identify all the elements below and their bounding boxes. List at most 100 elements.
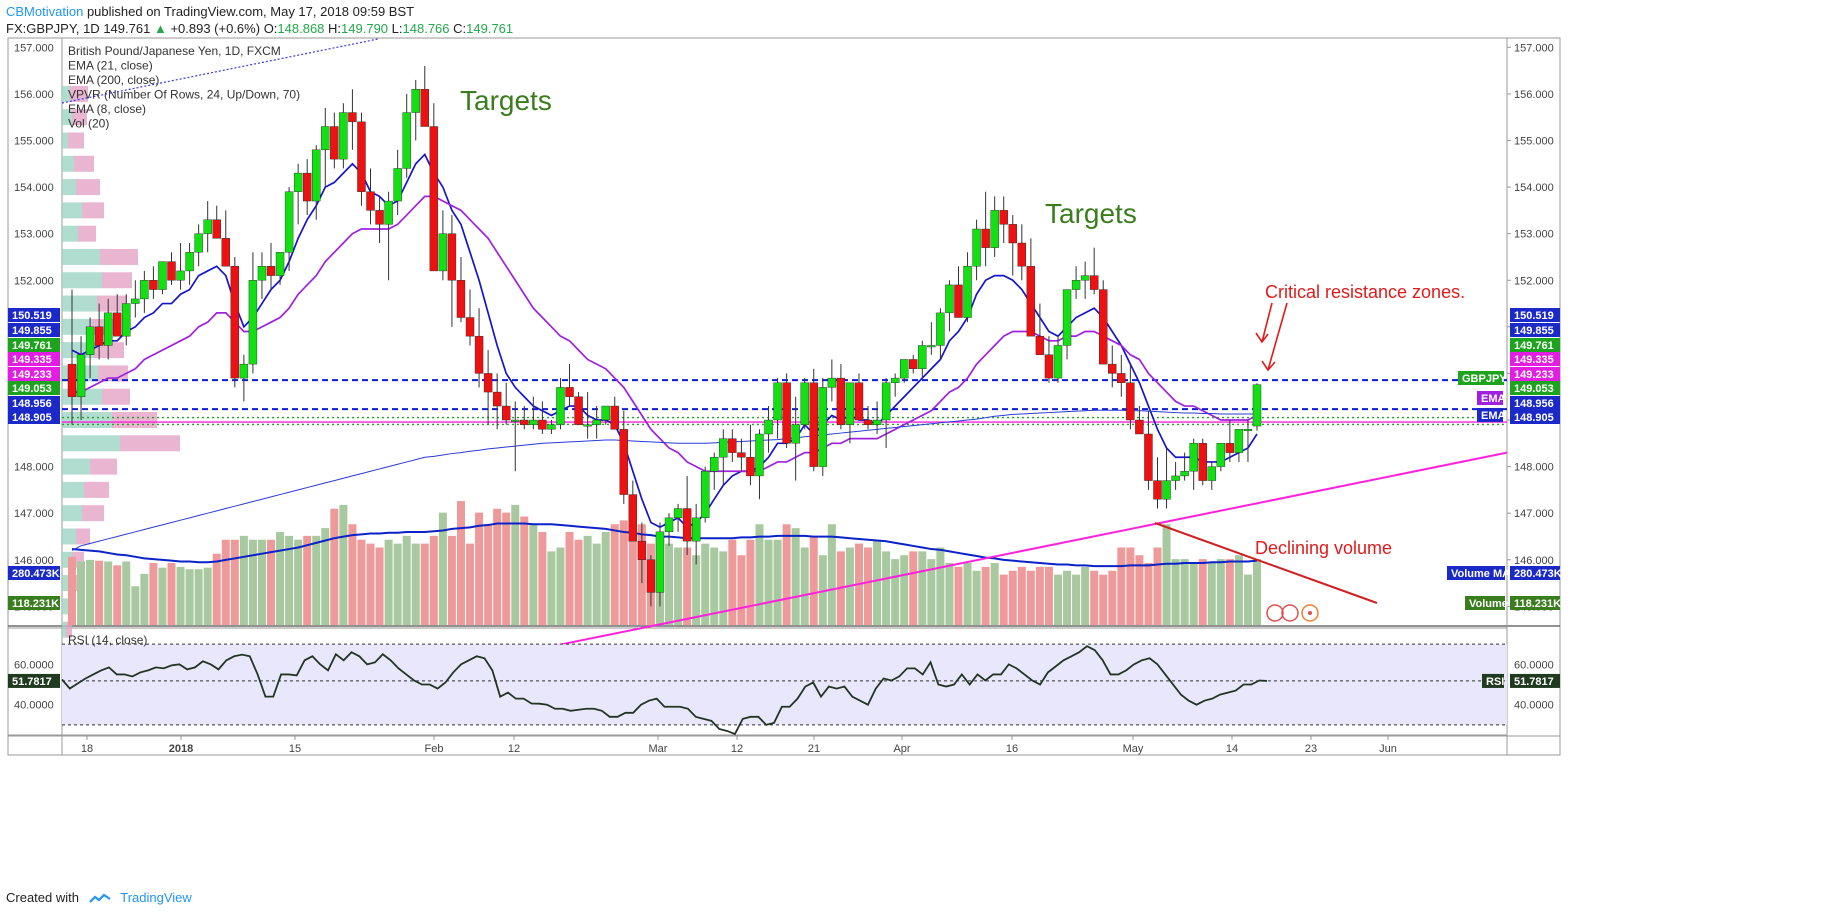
vpvr-up-bar xyxy=(62,202,82,219)
right-price-tick: 157.000 xyxy=(1514,42,1554,54)
candle-body xyxy=(492,391,502,407)
volume-bar xyxy=(628,508,637,625)
dotted-channel-line xyxy=(61,38,379,104)
candle-body xyxy=(872,419,882,425)
event-marker-icon xyxy=(1301,604,1319,622)
volume-bar xyxy=(1207,563,1216,625)
candle-body xyxy=(321,126,330,151)
left-volume-badge: 118.231K xyxy=(12,598,59,610)
ema-line xyxy=(72,195,1258,473)
candle-body xyxy=(1035,335,1045,355)
annotation-volume: Declining volume xyxy=(1255,538,1392,558)
candle-body xyxy=(429,126,439,272)
volume-bar xyxy=(701,543,710,625)
volume-bar xyxy=(592,543,601,625)
candle-body xyxy=(1044,354,1054,379)
left-volume-ma-badge-bg xyxy=(8,566,60,580)
candle-body xyxy=(447,233,457,281)
candle-body xyxy=(628,494,638,542)
rsi-left-tick: 60.0000 xyxy=(14,659,54,671)
right-price-tick: 155.000 xyxy=(1514,135,1554,147)
candle-body xyxy=(221,238,230,267)
volume-bar xyxy=(746,539,755,625)
candle-body xyxy=(456,280,466,318)
candle-body xyxy=(149,280,158,290)
volume-tag: Volume xyxy=(1469,598,1508,610)
event-marker-icon xyxy=(1266,604,1284,622)
candle-body xyxy=(719,438,728,458)
rsi-tag: RSI xyxy=(1486,676,1504,688)
candle-body xyxy=(293,172,303,192)
candle-body xyxy=(583,424,592,427)
close-label: C: xyxy=(453,21,467,36)
right-volume-ma-badge: 280.473K xyxy=(1514,568,1562,580)
left-price-tick: 146.000 xyxy=(14,555,54,567)
candle-body xyxy=(212,219,221,239)
right-price-tick: 147.000 xyxy=(1514,508,1554,520)
volume-bar xyxy=(1126,547,1135,625)
left-price-tick: 152.000 xyxy=(14,275,54,287)
volume-bar xyxy=(393,543,402,625)
vpvr-down-bar xyxy=(90,458,117,475)
candle-body xyxy=(574,396,583,425)
left-price-badge: 149.855 xyxy=(12,325,52,337)
chart-canvas[interactable]: 157.000 157.000 156.000 156.000 155.000 155.0… xyxy=(0,0,1824,890)
candle-body xyxy=(1234,429,1244,453)
up-arrow-icon: ▲ xyxy=(153,21,167,36)
left-price-badge-bg xyxy=(8,323,60,337)
volume-bar xyxy=(683,547,692,625)
candle-body xyxy=(411,89,420,113)
volume-bar xyxy=(466,543,475,625)
candle-body xyxy=(1126,382,1135,421)
time-axis-label: Jun xyxy=(1379,743,1397,755)
volume-bar xyxy=(764,539,773,625)
volume-bar xyxy=(1135,555,1144,625)
open-label: O: xyxy=(263,21,278,36)
right-price-tick: 156.000 xyxy=(1514,89,1554,101)
volume-bar xyxy=(972,570,981,625)
volume-bar xyxy=(257,539,266,625)
symbol-label: FX:GBPJPY, 1D xyxy=(6,21,100,36)
vpvr-down-bar xyxy=(76,528,90,545)
candle-body xyxy=(1180,471,1189,477)
vpvr-up-bar xyxy=(62,435,120,452)
left-price-tick: 153.000 xyxy=(14,229,54,241)
rsi-right-tick: 60.0000 xyxy=(1514,659,1554,671)
candle-body xyxy=(809,382,818,467)
volume-bar xyxy=(1216,559,1225,625)
volume-bar xyxy=(339,504,348,625)
volume-bar xyxy=(104,561,113,625)
symbol-line: FX:GBPJPY, 1D 149.761 ▲ +0.893 (+0.6%) O… xyxy=(6,21,513,36)
left-price-badge: 148.905 xyxy=(12,412,52,424)
volume-bar xyxy=(1026,570,1035,625)
candle-body xyxy=(1117,373,1126,383)
candle-body xyxy=(601,405,610,421)
volume-bar xyxy=(312,535,321,625)
tradingview-brand-link[interactable]: TradingView xyxy=(120,890,192,905)
candle-body xyxy=(1026,266,1036,337)
ema-tag: EMA xyxy=(1481,410,1506,422)
vpvr-up-bar xyxy=(62,109,72,126)
candle-body xyxy=(1198,443,1207,481)
candle-body xyxy=(592,419,601,425)
candle-body xyxy=(1089,275,1099,290)
candle-body xyxy=(682,508,692,542)
volume-bar xyxy=(827,524,836,625)
rsi-band xyxy=(62,644,1507,725)
candle-body xyxy=(918,345,927,369)
left-volume-ma-badge: 280.473K xyxy=(12,568,60,580)
chart-header: CBMotivation published on TradingView.co… xyxy=(0,0,1824,40)
candle-body xyxy=(103,312,113,346)
volume-bar xyxy=(1243,574,1252,625)
volume-bar xyxy=(185,569,194,625)
annotation-targets-2: Targets xyxy=(1045,198,1137,229)
volume-bar xyxy=(167,563,176,625)
author-link[interactable]: CBMotivation xyxy=(6,4,84,19)
volume-bar xyxy=(1162,524,1171,625)
candle-body xyxy=(230,266,240,379)
candle-body xyxy=(963,266,972,318)
candle-body xyxy=(1153,480,1162,500)
candle-body xyxy=(357,121,366,192)
right-price-badge: 148.905 xyxy=(1514,412,1554,424)
volume-bar xyxy=(77,561,86,625)
